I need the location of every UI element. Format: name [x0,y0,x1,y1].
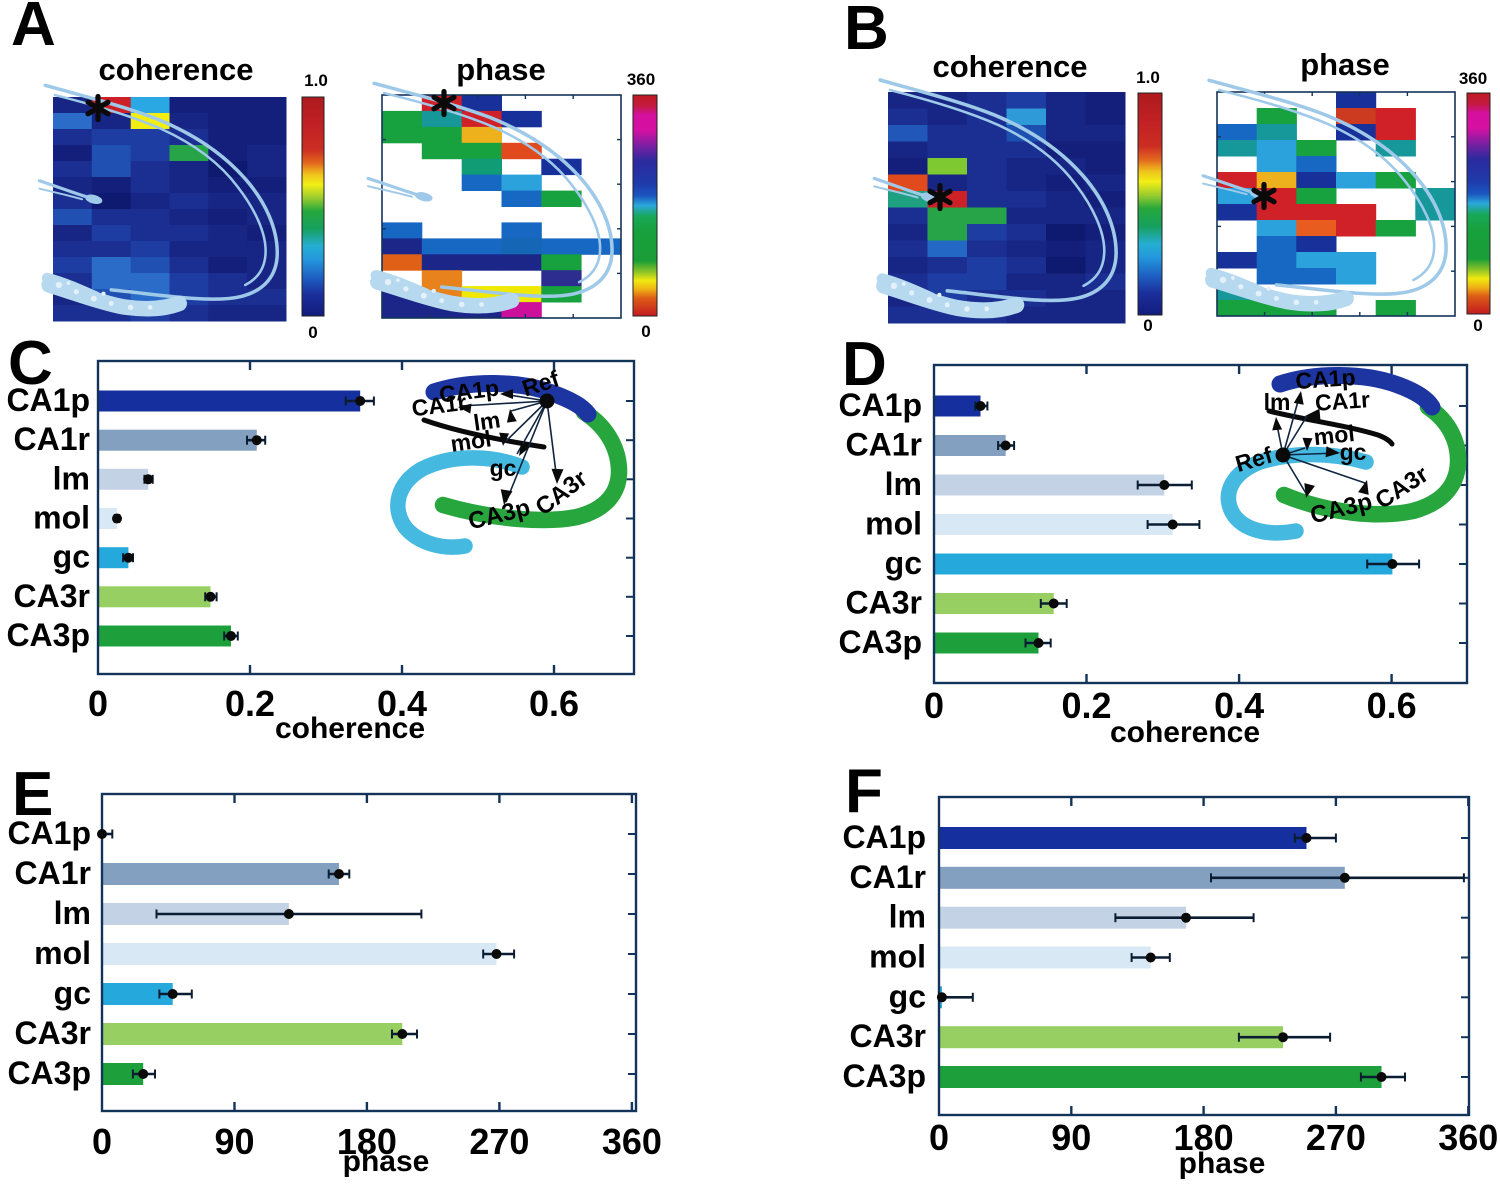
svg-text:F: F [845,757,883,826]
svg-text:mol: mol [869,939,926,975]
svg-text:coherence: coherence [275,712,425,745]
svg-text:0.4: 0.4 [377,683,427,724]
svg-text:0: 0 [92,1121,112,1162]
svg-text:gc: gc [1340,439,1367,465]
svg-text:CA3p: CA3p [7,1055,91,1091]
svg-text:mol: mol [33,500,90,536]
svg-text:270: 270 [469,1121,529,1162]
svg-text:gc: gc [889,978,926,1014]
svg-text:E: E [12,760,53,829]
svg-text:90: 90 [1051,1117,1091,1158]
svg-text:lm: lm [53,460,90,496]
svg-text:mol: mol [1312,420,1355,450]
svg-text:0: 0 [929,1117,949,1158]
svg-text:CA1p: CA1p [7,815,91,851]
svg-text:360: 360 [1459,69,1487,88]
svg-text:lm: lm [54,895,91,931]
svg-text:0.4: 0.4 [1214,685,1264,726]
svg-text:CA1p: CA1p [1295,364,1357,394]
svg-text:gc: gc [53,539,90,575]
svg-text:CA3p: CA3p [838,624,922,660]
svg-text:0: 0 [641,322,650,341]
svg-text:mol: mol [449,425,493,456]
svg-text:0.2: 0.2 [1061,685,1111,726]
svg-text:coherence: coherence [932,49,1087,84]
svg-text:CA1r: CA1r [14,421,90,457]
svg-text:0.2: 0.2 [225,683,275,724]
svg-text:CA1p: CA1p [6,382,90,418]
svg-text:CA1r: CA1r [15,855,91,891]
svg-text:phase: phase [343,1145,430,1178]
svg-text:CA1r: CA1r [846,427,922,463]
svg-text:coherence: coherence [98,52,253,87]
svg-text:lm: lm [472,406,502,435]
svg-text:360: 360 [1438,1117,1498,1158]
svg-text:gc: gc [490,455,517,481]
svg-text:0: 0 [88,683,108,724]
svg-text:B: B [844,0,889,63]
svg-text:CA3r: CA3r [14,578,90,614]
svg-text:CA3p: CA3p [842,1058,926,1094]
svg-text:0.6: 0.6 [1367,685,1417,726]
svg-text:CA1r: CA1r [1314,386,1371,416]
svg-text:phase: phase [1300,47,1390,82]
svg-text:0: 0 [308,323,317,342]
svg-text:mol: mol [865,506,922,542]
svg-text:mol: mol [34,935,91,971]
svg-text:lm: lm [889,899,926,935]
svg-text:phase: phase [1179,1147,1266,1180]
svg-text:CA3r: CA3r [850,1018,926,1054]
svg-text:CA1p: CA1p [838,387,922,423]
svg-text:phase: phase [456,52,546,87]
svg-text:180: 180 [1174,1117,1234,1158]
svg-text:0: 0 [1143,316,1152,335]
svg-text:1.0: 1.0 [1136,68,1160,87]
svg-text:D: D [842,330,887,399]
svg-text:CA1r: CA1r [850,859,926,895]
svg-text:90: 90 [214,1121,254,1162]
svg-text:coherence: coherence [1110,716,1260,749]
svg-text:180: 180 [337,1121,397,1162]
svg-text:lm: lm [885,466,922,502]
svg-text:0: 0 [1473,316,1482,335]
svg-text:CA3p: CA3p [6,617,90,653]
svg-text:A: A [11,0,56,59]
svg-text:gc: gc [54,975,91,1011]
svg-text:360: 360 [627,70,655,89]
svg-text:0.6: 0.6 [529,683,579,724]
svg-text:gc: gc [885,545,922,581]
svg-text:1.0: 1.0 [304,71,328,90]
svg-text:0: 0 [924,685,944,726]
svg-text:360: 360 [602,1121,662,1162]
svg-text:CA3r: CA3r [846,585,922,621]
svg-text:270: 270 [1306,1117,1366,1158]
svg-text:lm: lm [1264,389,1291,415]
svg-text:CA1p: CA1p [842,819,926,855]
svg-text:C: C [8,329,53,398]
svg-text:CA3r: CA3r [15,1015,91,1051]
